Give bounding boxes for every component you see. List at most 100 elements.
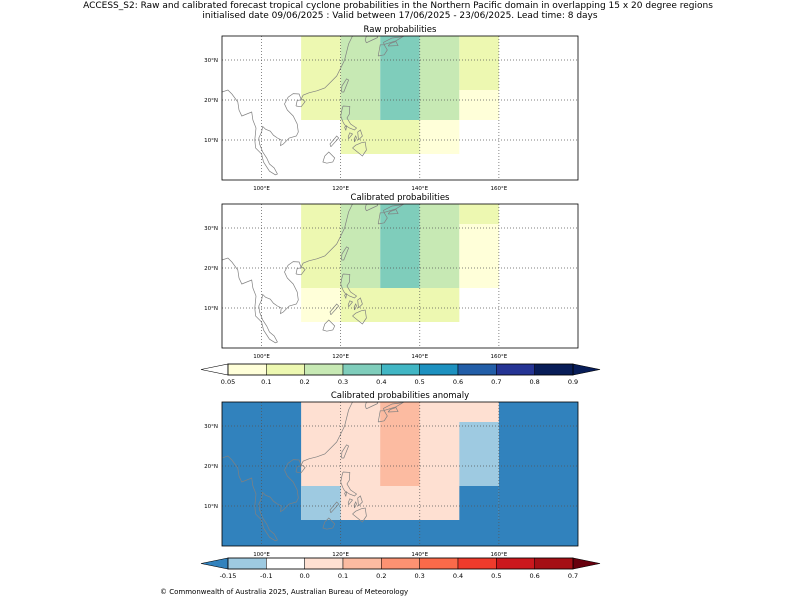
figure-title-line2: initialised date 09/06/2025 : Valid betw… (202, 11, 597, 21)
colorbar-tick-label: 0.5 (414, 378, 424, 386)
y-tick-label: 10°N (204, 138, 218, 144)
map-frame (221, 401, 579, 547)
coastline (340, 273, 358, 299)
colorbar-bin (496, 557, 535, 570)
colorbar-bin (534, 363, 574, 376)
x-tick-label: 140°E (411, 354, 428, 360)
colorbar-tick-label: 0.9 (568, 378, 578, 386)
coastline (344, 125, 348, 131)
coastline (295, 267, 306, 276)
colorbar-bin (227, 557, 267, 570)
map-frame (221, 203, 579, 349)
coastline (387, 407, 399, 413)
coastline (387, 41, 399, 47)
probability-cell (459, 90, 499, 120)
calibrated-probabilities-panel: Calibrated probabilities 100°E 120°E 140°E 1… (204, 193, 579, 360)
coastline (295, 465, 306, 474)
coastline (222, 402, 353, 542)
panel-title: Calibrated probabilities anomaly (331, 391, 469, 401)
map-area (222, 204, 578, 348)
coastline (357, 297, 363, 309)
x-tick-label: 160°E (491, 552, 508, 558)
coastline (357, 495, 363, 507)
coastline (377, 212, 388, 225)
colorbar-extend-high (572, 363, 601, 376)
y-tick-label: 10°N (204, 504, 218, 510)
coastline (322, 517, 336, 530)
coastline (387, 209, 399, 215)
probability-cell (419, 120, 460, 154)
map-area (222, 36, 578, 180)
coastline (340, 105, 358, 131)
coastline (329, 501, 340, 514)
colorbar-tick-label: 0.4 (453, 572, 463, 580)
colorbar-bin (457, 557, 497, 570)
probability-cell (340, 120, 420, 154)
probability-cell (459, 486, 499, 520)
colorbar-bin (227, 363, 267, 376)
raw-probabilities-panel: Raw probabilities 100°E 120°E 140°E 160°E 10°… (204, 25, 579, 192)
probability-cell (340, 402, 381, 486)
coastline (322, 319, 336, 332)
colorbar-tick-label: 0.1 (338, 572, 348, 580)
probability-anomaly-panel: Calibrated probabilities anomaly 100°E 120… (204, 391, 579, 558)
colorbar-tick-label: 0.0 (299, 572, 309, 580)
coastline (364, 204, 379, 212)
y-tick-label: 20°N (204, 98, 218, 104)
figure-title-line1: ACCESS_S2: Raw and calibrated forecast t… (83, 1, 713, 11)
coastline (377, 44, 388, 57)
coastline (364, 402, 379, 410)
colorbar-tick-label: 0.3 (338, 378, 348, 386)
probability-cell (380, 402, 420, 486)
colorbar-extend-high (572, 557, 601, 570)
colorbar-tick-label: 0.2 (299, 378, 309, 386)
colorbar-tick-label: 0.7 (491, 378, 501, 386)
colorbar-frame (227, 363, 574, 376)
colorbar-bin (304, 557, 344, 570)
coastline (322, 151, 336, 164)
x-tick-label: 140°E (411, 552, 428, 558)
colorbar-bin (457, 363, 497, 376)
y-tick-label: 30°N (204, 424, 218, 430)
coastline (222, 36, 353, 176)
coastline (352, 141, 367, 157)
coastline (347, 132, 354, 140)
colorbar-tick-label: 0.05 (221, 378, 235, 386)
coastline (347, 498, 354, 506)
coastline (383, 36, 405, 45)
y-tick-label: 30°N (204, 58, 218, 64)
colorbar-bin (496, 363, 535, 376)
coastline (341, 444, 350, 459)
colorbar-bin (419, 363, 459, 376)
coastline (364, 36, 379, 44)
coastline (344, 491, 348, 497)
colorbar-tick-label: 0.4 (376, 378, 386, 386)
probability-cell (459, 422, 499, 486)
colorbar-bin (266, 363, 305, 376)
probability-cell (380, 204, 420, 288)
coastline (295, 99, 306, 108)
colorbar-tick-label: 0.2 (376, 572, 386, 580)
x-tick-label: 160°E (491, 354, 508, 360)
coastline (383, 204, 405, 213)
probability-cell (301, 486, 341, 520)
probability-cell (301, 288, 341, 322)
coastline (357, 129, 363, 141)
y-tick-label: 30°N (204, 226, 218, 232)
probability-cell (419, 402, 460, 486)
colorbar-bin (381, 363, 420, 376)
colorbar-tick-label: -0.15 (220, 572, 237, 580)
panel-title: Calibrated probabilities (351, 193, 451, 203)
colorbar-tick-label: 0.1 (261, 378, 271, 386)
probability-cell (459, 36, 499, 90)
map-area (222, 402, 578, 546)
probability-cell (419, 204, 460, 288)
coastline (329, 303, 340, 316)
colorbar-tick-label: 0.6 (453, 378, 463, 386)
colorbar-tick-label: 0.5 (491, 572, 501, 580)
probability-cell (340, 288, 460, 322)
colorbar-frame (227, 557, 574, 570)
colorbar-extend-low (200, 557, 229, 570)
probability-cell (301, 36, 341, 120)
